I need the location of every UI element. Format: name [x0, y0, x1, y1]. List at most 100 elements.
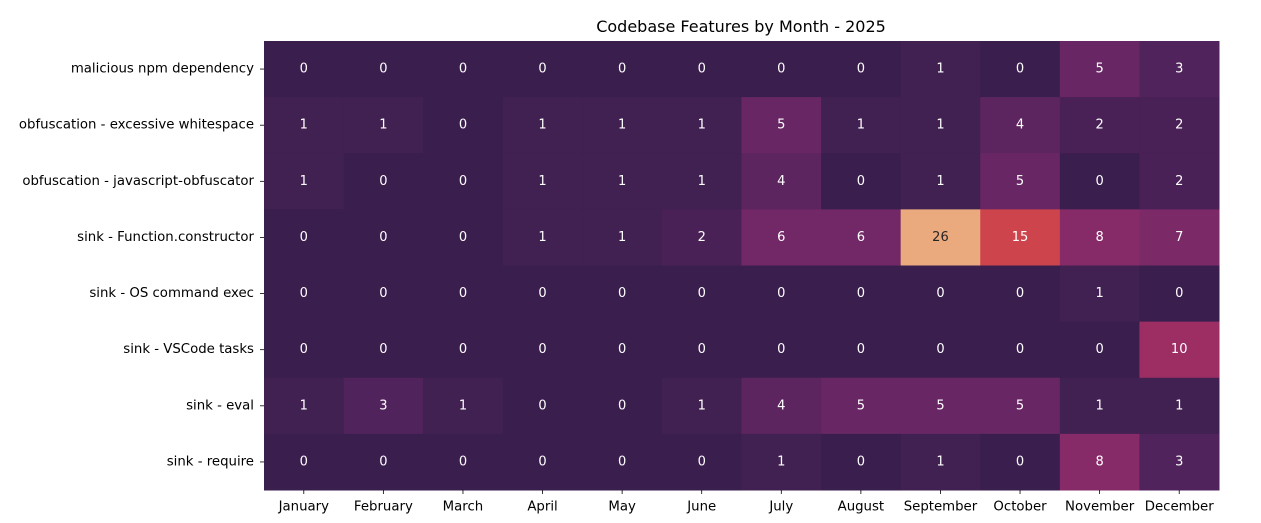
heatmap-cell: [423, 209, 504, 266]
heatmap-cell: [264, 433, 345, 491]
cell-value-label: 0: [1016, 454, 1024, 469]
cell-value-label: 0: [698, 62, 706, 77]
cell-value-label: 0: [1095, 174, 1103, 189]
cell-value-label: 0: [936, 286, 944, 301]
cell-value-label: 3: [379, 398, 387, 413]
cell-value-label: 0: [1016, 286, 1024, 301]
cell-value-label: 4: [777, 174, 785, 189]
heatmap-cell: [821, 153, 902, 210]
cell-value-label: 1: [777, 454, 785, 469]
y-tick-label: obfuscation - javascript-obfuscator: [22, 174, 254, 189]
cell-value-label: 8: [1095, 454, 1103, 469]
cell-value-label: 0: [1016, 62, 1024, 77]
heatmap-cell: [423, 433, 504, 491]
heatmap-cell: [661, 41, 742, 98]
y-tick-label: sink - Function.constructor: [77, 230, 254, 245]
y-tick-label: sink - eval: [186, 398, 254, 413]
heatmap-cell: [821, 41, 902, 98]
cell-value-label: 1: [857, 118, 865, 133]
cell-value-label: 0: [538, 398, 546, 413]
heatmap-cell: [821, 265, 902, 323]
heatmap-cell: [423, 153, 504, 210]
heatmap-cell: [1139, 41, 1220, 98]
cell-value-label: 0: [618, 62, 626, 77]
x-tick-label: April: [527, 500, 557, 515]
heatmap-cell: [821, 321, 902, 379]
heatmap-cell: [741, 153, 822, 210]
cell-value-label: 3: [1175, 454, 1183, 469]
cell-value-label: 0: [379, 286, 387, 301]
heatmap-cell: [1059, 321, 1140, 379]
cell-value-label: 1: [538, 230, 546, 245]
heatmap-cell: [661, 209, 742, 266]
heatmap-cell: [264, 265, 345, 323]
cell-value-label: 1: [1095, 286, 1103, 301]
cell-value-label: 1: [698, 174, 706, 189]
heatmap-cell: [423, 41, 504, 98]
cell-value-label: 5: [777, 118, 785, 133]
heatmap-cell: [582, 153, 663, 210]
cell-value-label: 5: [936, 398, 944, 413]
heatmap-cell: [343, 321, 424, 379]
heatmap-cell: [900, 265, 981, 323]
heatmap-cell: [900, 153, 981, 210]
heatmap-cell: [1139, 153, 1220, 210]
heatmap-cells: [264, 41, 1220, 491]
heatmap-cell: [582, 41, 663, 98]
heatmap-cell: [264, 377, 345, 435]
heatmap-cell: [264, 321, 345, 379]
heatmap-cell: [661, 97, 742, 154]
heatmap-cell: [264, 209, 345, 266]
cell-value-label: 0: [379, 342, 387, 357]
cell-value-label: 10: [1171, 342, 1188, 357]
heatmap-cell: [1059, 41, 1140, 98]
cell-value-label: 0: [459, 174, 467, 189]
cell-value-label: 1: [459, 398, 467, 413]
heatmap-cell: [343, 265, 424, 323]
x-tick-label: December: [1145, 500, 1214, 515]
y-tick-label: sink - require: [167, 454, 254, 469]
heatmap-cell: [980, 209, 1061, 266]
heatmap-cell: [1059, 209, 1140, 266]
heatmap-cell: [343, 41, 424, 98]
cell-value-label: 0: [538, 62, 546, 77]
cell-value-label: 8: [1095, 230, 1103, 245]
x-tick-label: October: [993, 500, 1047, 515]
heatmap-cell: [980, 97, 1061, 154]
cell-value-label: 2: [1175, 118, 1183, 133]
heatmap-cell: [741, 209, 822, 266]
cell-value-label: 0: [857, 454, 865, 469]
heatmap-cell: [343, 153, 424, 210]
cell-value-label: 0: [618, 342, 626, 357]
cell-value-label: 0: [698, 286, 706, 301]
heatmap-cell: [264, 97, 345, 154]
heatmap-cell: [980, 265, 1061, 323]
cell-value-label: 0: [459, 62, 467, 77]
heatmap-cell: [741, 433, 822, 491]
heatmap-cell: [582, 433, 663, 491]
heatmap-cell: [343, 97, 424, 154]
cell-value-label: 1: [300, 174, 308, 189]
cell-value-label: 1: [618, 230, 626, 245]
heatmap-cell: [582, 321, 663, 379]
y-tick-label: malicious npm dependency: [71, 62, 254, 77]
heatmap-cell: [1139, 321, 1220, 379]
cell-value-label: 0: [857, 174, 865, 189]
cell-value-label: 6: [777, 230, 785, 245]
cell-value-label: 4: [1016, 118, 1024, 133]
cell-value-label: 0: [300, 230, 308, 245]
heatmap-cell: [423, 265, 504, 323]
heatmap-cell: [1059, 377, 1140, 435]
cell-value-label: 0: [618, 286, 626, 301]
cell-value-label: 5: [1016, 398, 1024, 413]
cell-value-label: 0: [698, 454, 706, 469]
cell-value-label: 0: [300, 62, 308, 77]
heatmap-cell: [661, 433, 742, 491]
cell-value-label: 0: [300, 454, 308, 469]
cell-value-label: 26: [932, 230, 949, 245]
heatmap-cell: [661, 321, 742, 379]
cell-value-label: 1: [936, 118, 944, 133]
cell-value-label: 0: [777, 62, 785, 77]
x-axis: January February March April May June July Augu…: [278, 490, 1214, 515]
